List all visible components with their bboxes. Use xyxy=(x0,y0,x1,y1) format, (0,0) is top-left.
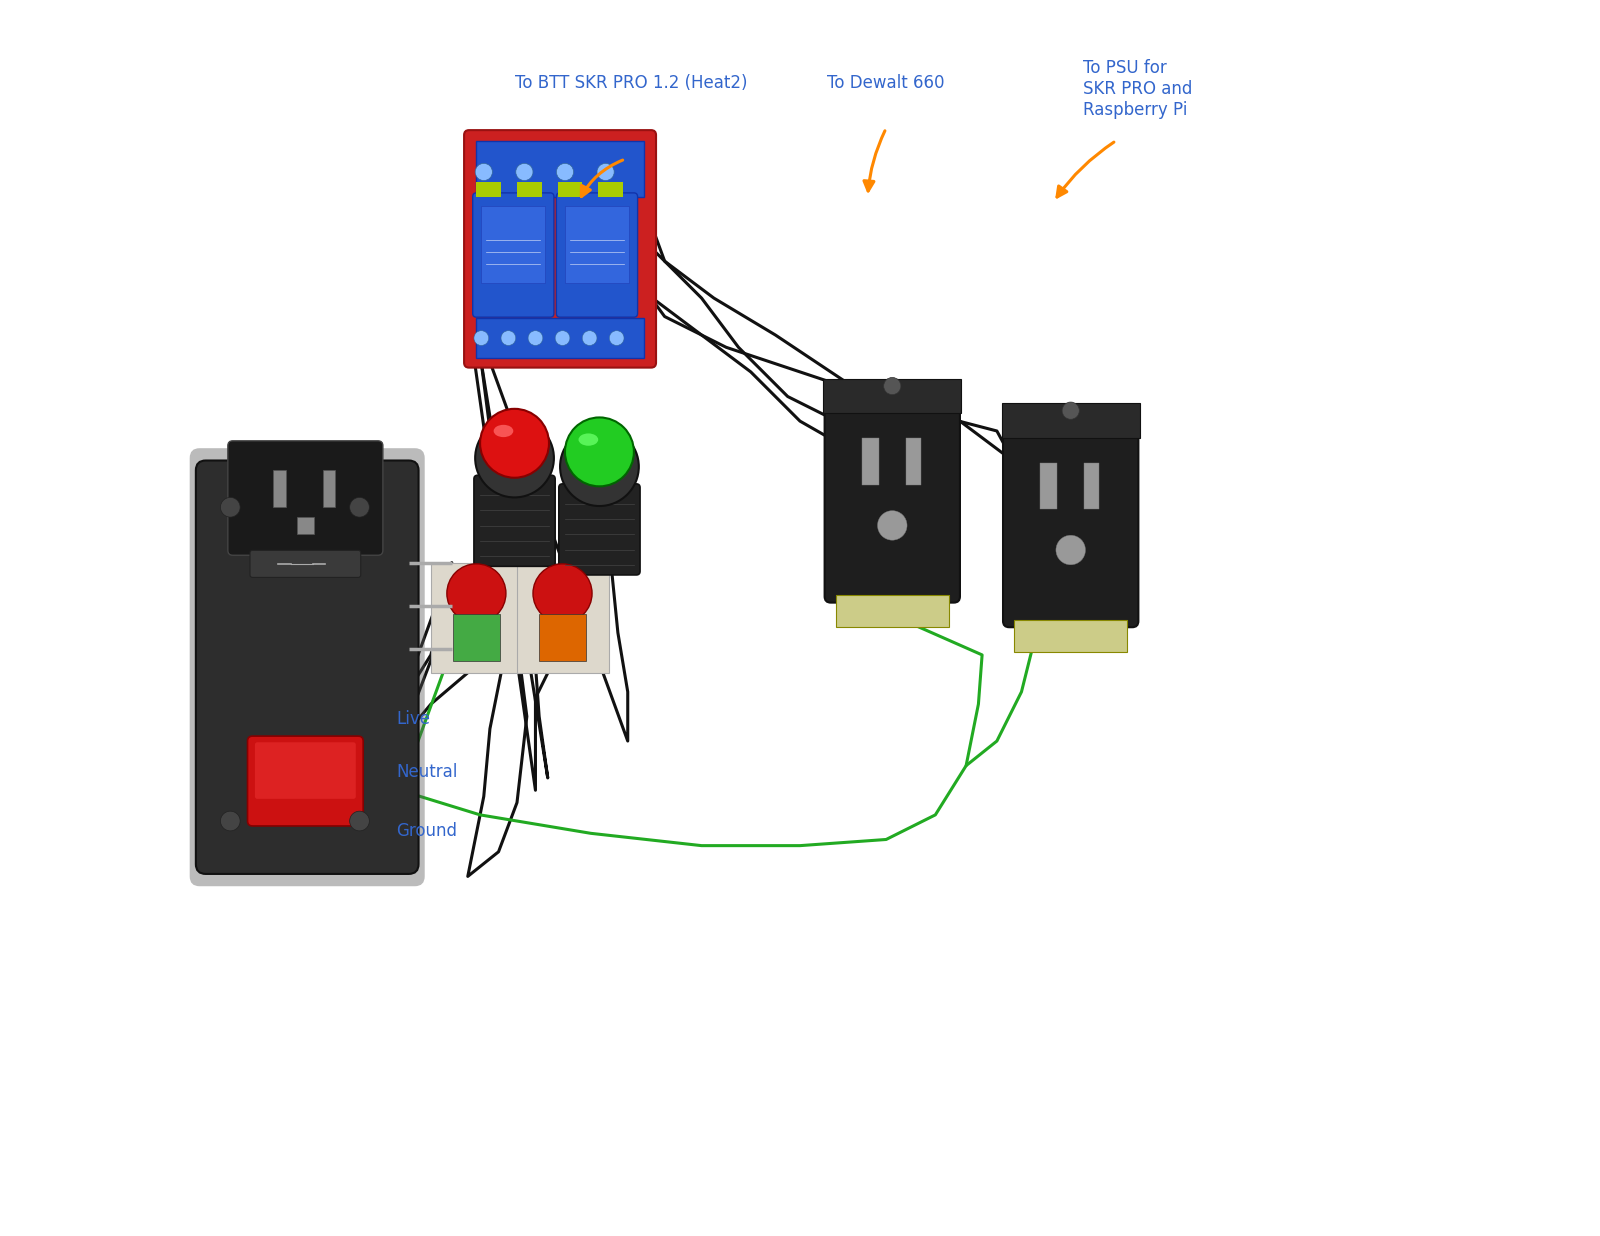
FancyBboxPatch shape xyxy=(835,596,949,627)
FancyBboxPatch shape xyxy=(254,743,355,798)
Circle shape xyxy=(528,331,542,345)
Circle shape xyxy=(475,163,493,180)
Text: To Dewalt 660: To Dewalt 660 xyxy=(827,74,944,91)
FancyBboxPatch shape xyxy=(250,550,360,577)
FancyBboxPatch shape xyxy=(477,141,643,197)
FancyBboxPatch shape xyxy=(517,562,610,674)
Circle shape xyxy=(221,811,240,831)
Circle shape xyxy=(877,510,907,540)
Bar xyxy=(598,182,622,197)
FancyBboxPatch shape xyxy=(477,319,643,357)
Bar xyxy=(558,182,582,197)
FancyBboxPatch shape xyxy=(824,387,960,603)
Text: To BTT SKR PRO 1.2 (Heat2): To BTT SKR PRO 1.2 (Heat2) xyxy=(515,74,747,91)
Circle shape xyxy=(480,409,549,478)
Bar xyxy=(539,614,586,661)
Circle shape xyxy=(501,331,515,345)
FancyBboxPatch shape xyxy=(482,206,546,283)
Bar xyxy=(824,378,962,413)
Circle shape xyxy=(582,331,597,345)
FancyBboxPatch shape xyxy=(195,461,419,874)
FancyBboxPatch shape xyxy=(472,193,554,318)
FancyBboxPatch shape xyxy=(557,193,637,318)
FancyBboxPatch shape xyxy=(323,471,334,507)
Ellipse shape xyxy=(579,434,598,446)
Circle shape xyxy=(883,377,901,394)
Circle shape xyxy=(555,331,570,345)
Circle shape xyxy=(1056,535,1085,565)
Circle shape xyxy=(557,163,573,180)
Circle shape xyxy=(597,163,614,180)
FancyBboxPatch shape xyxy=(464,130,656,367)
Bar xyxy=(453,614,499,661)
Circle shape xyxy=(446,564,506,623)
Circle shape xyxy=(515,163,533,180)
Bar xyxy=(1002,403,1139,438)
FancyBboxPatch shape xyxy=(565,206,629,283)
Circle shape xyxy=(475,419,554,497)
Circle shape xyxy=(565,418,634,486)
Text: Live: Live xyxy=(397,709,430,728)
Circle shape xyxy=(474,331,488,345)
Text: To PSU for
SKR PRO and
Raspberry Pi: To PSU for SKR PRO and Raspberry Pi xyxy=(1083,59,1192,119)
Text: Neutral: Neutral xyxy=(397,763,458,781)
FancyBboxPatch shape xyxy=(558,483,640,575)
FancyBboxPatch shape xyxy=(296,517,314,534)
Bar xyxy=(861,438,878,485)
Circle shape xyxy=(221,497,240,517)
FancyBboxPatch shape xyxy=(248,737,363,826)
FancyBboxPatch shape xyxy=(1003,412,1138,627)
Bar xyxy=(477,182,501,197)
Circle shape xyxy=(610,331,624,345)
Circle shape xyxy=(350,811,370,831)
FancyBboxPatch shape xyxy=(274,471,286,507)
Bar xyxy=(906,438,920,485)
Bar xyxy=(1040,462,1058,509)
Bar xyxy=(1085,462,1099,509)
Circle shape xyxy=(560,428,638,506)
Text: Ground: Ground xyxy=(397,822,458,840)
Ellipse shape xyxy=(494,425,514,438)
Circle shape xyxy=(533,564,592,623)
Circle shape xyxy=(350,497,370,517)
FancyBboxPatch shape xyxy=(430,562,523,674)
Bar xyxy=(517,182,542,197)
Circle shape xyxy=(1062,402,1080,419)
FancyBboxPatch shape xyxy=(227,441,382,555)
FancyBboxPatch shape xyxy=(474,476,555,566)
FancyBboxPatch shape xyxy=(1014,619,1128,651)
FancyBboxPatch shape xyxy=(190,449,424,886)
